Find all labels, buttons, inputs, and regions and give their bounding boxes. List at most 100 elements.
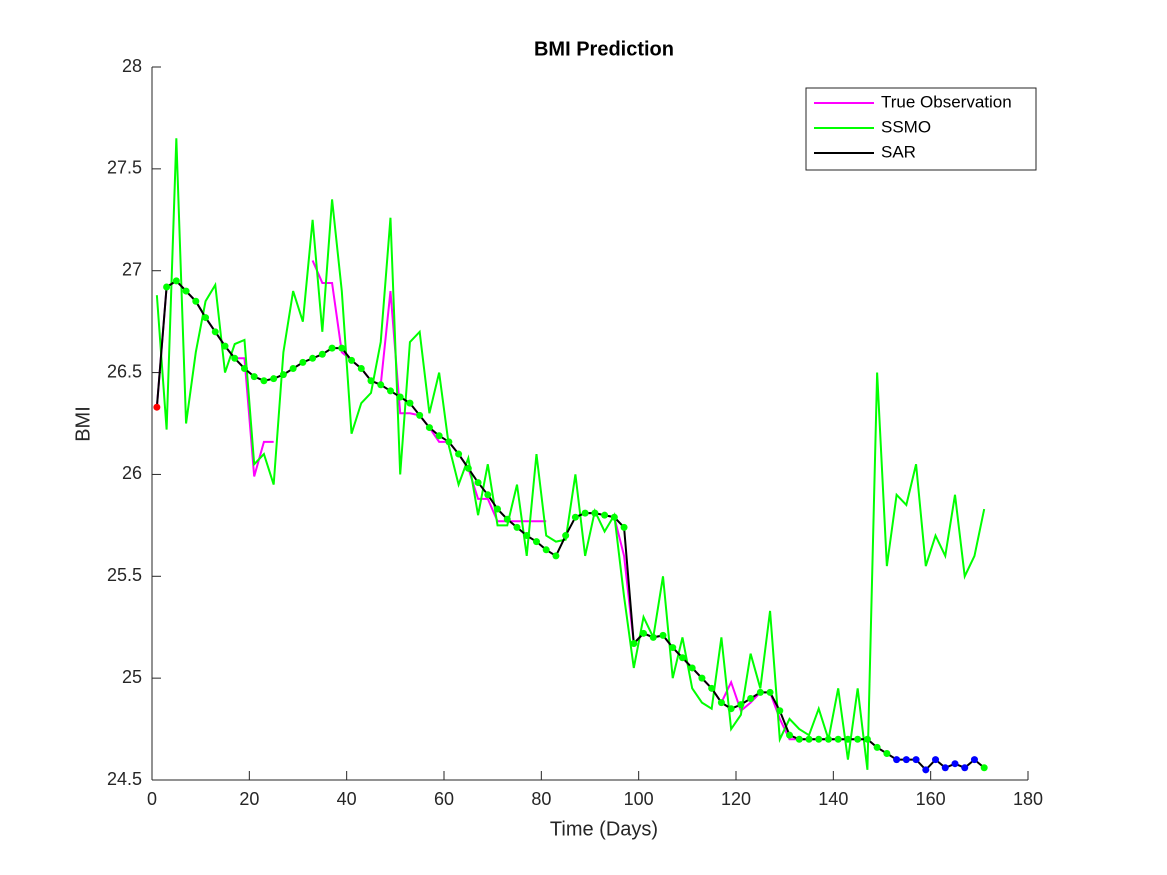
point-marker (805, 735, 813, 743)
point-marker (455, 450, 463, 458)
point-marker (922, 766, 930, 774)
point-marker (192, 297, 200, 305)
point-marker (941, 764, 949, 772)
point-marker (756, 688, 764, 696)
point-marker (698, 674, 706, 682)
point-marker (708, 684, 716, 692)
point-marker (299, 358, 307, 366)
point-marker (484, 491, 492, 499)
point-marker (601, 511, 609, 519)
x-tick-label: 60 (434, 789, 454, 809)
point-marker (571, 513, 579, 521)
point-marker (532, 538, 540, 546)
point-marker (231, 354, 239, 362)
point-marker (386, 387, 394, 395)
chart-title: BMI Prediction (534, 38, 674, 60)
point-marker (854, 735, 862, 743)
point-marker (591, 509, 599, 517)
point-marker (260, 377, 268, 385)
y-axis-label: BMI (72, 406, 94, 442)
point-marker (348, 356, 356, 364)
point-marker (367, 377, 375, 385)
point-marker (357, 364, 365, 372)
point-marker (727, 705, 735, 713)
point-marker (309, 354, 317, 362)
y-tick-label: 25.5 (107, 565, 142, 585)
point-marker (581, 509, 589, 517)
point-marker (883, 750, 891, 758)
point-marker (270, 375, 278, 383)
x-axis-label: Time (Days) (550, 818, 658, 840)
point-marker (202, 314, 210, 322)
point-marker (824, 735, 832, 743)
point-marker (163, 283, 171, 291)
x-tick-label: 140 (818, 789, 848, 809)
point-marker (328, 344, 336, 352)
point-marker (610, 513, 618, 521)
x-tick-label: 0 (147, 789, 157, 809)
legend-label: True Observation (881, 92, 1012, 111)
point-marker (211, 328, 219, 336)
point-marker (240, 364, 248, 372)
y-tick-label: 24.5 (107, 769, 142, 789)
point-marker (786, 731, 794, 739)
y-tick-label: 26.5 (107, 361, 142, 381)
point-marker (659, 631, 667, 639)
point-marker (776, 707, 784, 715)
x-tick-label: 180 (1013, 789, 1043, 809)
point-marker (513, 523, 521, 531)
point-marker (844, 735, 852, 743)
point-marker (980, 764, 988, 772)
point-marker (688, 664, 696, 672)
point-marker (893, 756, 901, 764)
point-marker (494, 505, 502, 513)
point-marker (435, 432, 443, 440)
series-line (155, 138, 986, 770)
point-marker (416, 411, 424, 419)
point-marker (503, 515, 511, 523)
point-marker (396, 393, 404, 401)
point-marker (221, 342, 229, 350)
point-marker (406, 399, 414, 407)
x-tick-label: 80 (531, 789, 551, 809)
point-marker (552, 552, 560, 560)
x-tick-label: 160 (916, 789, 946, 809)
point-marker (425, 424, 433, 432)
point-marker (620, 523, 628, 531)
x-tick-label: 120 (721, 789, 751, 809)
x-tick-label: 100 (624, 789, 654, 809)
point-marker (153, 403, 161, 411)
point-marker (961, 764, 969, 772)
y-tick-label: 28 (122, 56, 142, 76)
point-marker (747, 695, 755, 703)
x-tick-label: 20 (239, 789, 259, 809)
point-marker (834, 735, 842, 743)
point-marker (542, 546, 550, 554)
point-marker (279, 371, 287, 379)
point-marker (795, 735, 803, 743)
point-marker (766, 688, 774, 696)
y-tick-label: 25 (122, 667, 142, 687)
legend-label: SSMO (881, 117, 931, 136)
point-marker (630, 640, 638, 648)
point-marker (474, 479, 482, 487)
point-marker (902, 756, 910, 764)
x-tick-label: 40 (337, 789, 357, 809)
point-marker (678, 654, 686, 662)
y-tick-label: 27 (122, 259, 142, 279)
point-marker (873, 743, 881, 751)
point-marker (523, 532, 531, 540)
point-marker (912, 756, 920, 764)
point-marker (250, 373, 258, 381)
point-marker (863, 735, 871, 743)
point-marker (172, 277, 180, 285)
point-marker (951, 760, 959, 768)
point-marker (464, 464, 472, 472)
point-marker (649, 633, 657, 641)
point-marker (970, 756, 978, 764)
point-marker (932, 756, 940, 764)
point-marker (815, 735, 823, 743)
point-marker (445, 438, 453, 446)
